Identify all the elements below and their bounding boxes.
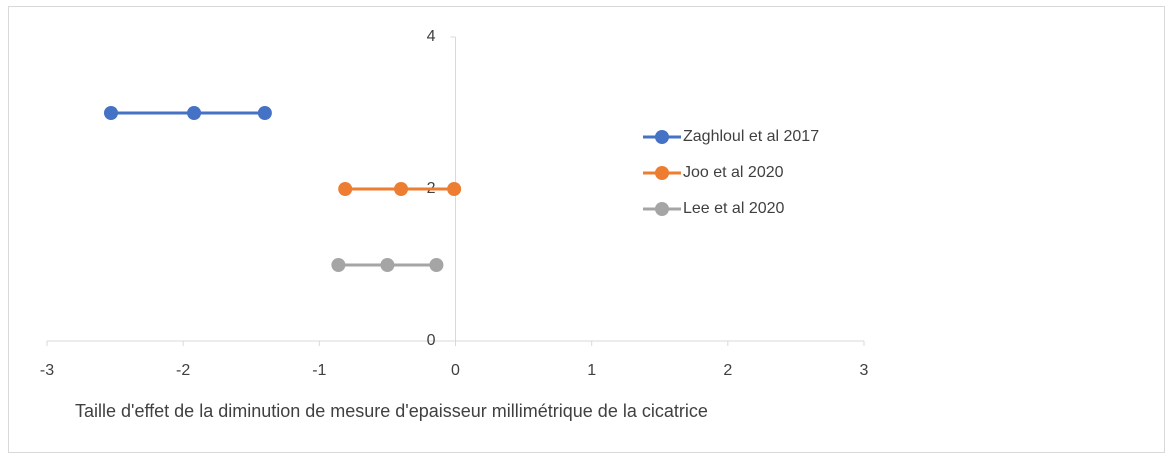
data-point [187,106,202,120]
data-point [257,106,272,120]
data-point [338,182,353,196]
x-tick-label: 0 [451,362,460,379]
legend-marker [655,130,669,144]
x-tick-label: 2 [723,362,732,379]
y-tick-label: 0 [427,332,436,349]
data-point [103,106,118,120]
data-point [394,182,409,196]
data-point [331,258,346,272]
data-point [380,258,395,272]
x-axis-title: Taille d'effet de la diminution de mesur… [75,401,708,421]
legend-label: Joo et al 2020 [683,164,784,181]
legend-marker [655,166,669,180]
x-tick-label: -1 [312,362,326,379]
x-tick-label: -2 [176,362,190,379]
y-tick-label: 4 [427,28,436,45]
x-tick-label: 3 [860,362,869,379]
x-tick-label: 1 [587,362,596,379]
x-tick-label: -3 [40,362,54,379]
chart-border [8,6,1165,453]
legend-label: Zaghloul et al 2017 [683,128,819,145]
legend-label: Lee et al 2020 [683,200,785,217]
data-point [447,182,462,196]
legend-marker [655,202,669,216]
data-point [429,258,444,272]
